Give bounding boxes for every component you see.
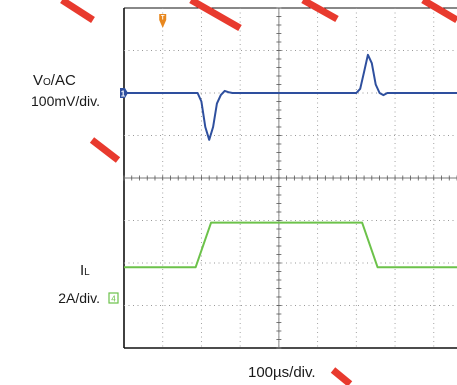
watermark-stroke [189, 0, 242, 32]
vo-channel-label: VO/AC [33, 72, 76, 89]
il-marker-text: 4 [111, 295, 116, 304]
channel-markers: 1 4 T [108, 14, 167, 304]
trigger-marker [159, 14, 167, 20]
vo-trace [124, 53, 457, 141]
watermark-stroke [89, 137, 121, 163]
il-trace [124, 221, 457, 269]
il-scale-label: 2A/div. [58, 290, 100, 306]
traces [124, 53, 457, 269]
trigger-marker-text: T [161, 16, 165, 22]
vo-marker-text: 1 [121, 90, 126, 99]
vo-scale-label: 100mV/div. [31, 93, 100, 109]
watermark-stroke [60, 0, 95, 23]
watermark-stroke [301, 0, 339, 23]
il-ground-marker [108, 292, 119, 304]
il-channel-label: IL [80, 262, 90, 279]
watermark-stroke [421, 0, 457, 24]
graticule [123, 7, 457, 349]
watermark-stroke [330, 367, 353, 385]
vo-ground-marker [120, 88, 128, 98]
trigger-marker-arrow [159, 20, 167, 28]
time-scale-label: 100µs/div. [248, 364, 316, 381]
